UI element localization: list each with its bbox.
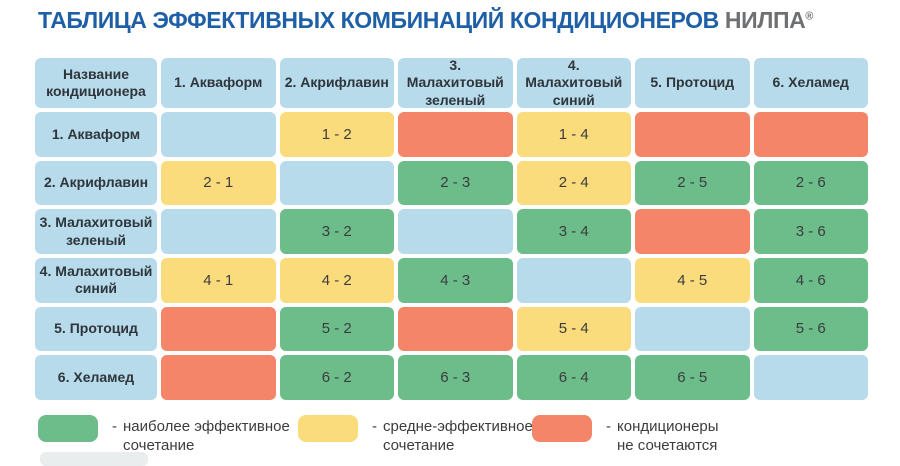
matrix-cell: 4 - 3	[398, 258, 513, 303]
legend-line: наиболее эффективное	[123, 418, 290, 435]
legend-label-medium: - средне-эффективное сочетание	[372, 417, 533, 455]
matrix-cell: 4 - 6	[753, 258, 868, 303]
matrix-cell	[279, 160, 394, 206]
legend-dash: -	[372, 418, 377, 435]
legend-item-medium: - средне-эффективное сочетание	[298, 415, 533, 455]
legend-line: кондиционеры	[617, 418, 719, 435]
matrix-cell	[161, 112, 276, 157]
legend-dash: -	[606, 418, 611, 435]
matrix-cell: 6 - 2	[279, 355, 394, 400]
corner-header: Название кондиционера	[35, 58, 157, 108]
matrix-cell	[753, 355, 868, 400]
legend-line: не сочетаются	[617, 437, 718, 454]
matrix-cell: 2 - 5	[635, 160, 750, 206]
matrix-cell	[635, 112, 750, 157]
column-header: 1. Акваформ	[161, 58, 276, 108]
matrix-cell: 4 - 1	[161, 258, 276, 303]
matrix-cell: 1 - 4	[516, 112, 631, 157]
matrix-cell	[516, 258, 631, 303]
column-header: 6. Хеламед	[753, 58, 868, 108]
legend-item-effective: - наиболее эффективное сочетание	[38, 415, 290, 455]
legend-line: средне-эффективное	[383, 418, 533, 435]
row-header: 2. Акрифлавин	[35, 160, 157, 206]
legend-label-incompatible: - кондиционеры не сочетаются	[606, 417, 719, 455]
page-title: ТАБЛИЦА ЭФФЕКТИВНЫХ КОМБИНАЦИЙ КОНДИЦИОН…	[38, 7, 813, 34]
matrix-cell: 5 - 2	[279, 306, 394, 352]
row-header: 6. Хеламед	[35, 355, 157, 400]
registered-mark: ®	[805, 10, 813, 23]
legend-lines: наиболее эффективное сочетание	[123, 417, 290, 455]
row-header: 1. Акваформ	[35, 112, 157, 157]
legend-lines: средне-эффективное сочетание	[383, 417, 533, 455]
matrix-cell: 5 - 6	[753, 306, 868, 352]
matrix-cell: 3 - 4	[516, 209, 631, 254]
column-header: 2. Акрифлавин	[279, 58, 394, 108]
legend-swatch-medium	[298, 415, 358, 442]
cutoff-legend-swatch	[40, 452, 148, 466]
matrix-cell: 6 - 5	[635, 355, 750, 400]
matrix-cell: 2 - 3	[398, 160, 513, 206]
combination-matrix: Название кондиционера 1. Акваформ 2. Акриф…	[35, 57, 868, 400]
legend-line: сочетание	[383, 437, 455, 454]
legend-item-incompatible: - кондиционеры не сочетаются	[532, 415, 719, 455]
matrix-cell	[398, 306, 513, 352]
column-header: 3. Малахитовый зеленый	[398, 57, 513, 108]
legend-label-effective: - наиболее эффективное сочетание	[112, 417, 290, 455]
matrix-cell: 2 - 4	[516, 160, 631, 206]
matrix-cell	[161, 306, 276, 352]
legend-lines: кондиционеры не сочетаются	[617, 417, 719, 455]
matrix-cell: 2 - 1	[161, 160, 276, 206]
matrix-cell: 6 - 3	[398, 355, 513, 400]
matrix-cell: 4 - 5	[635, 258, 750, 303]
matrix-cell	[161, 209, 276, 254]
row-header: 5. Протоцид	[35, 306, 157, 352]
brand-name: НИЛПА	[724, 7, 806, 33]
title-main: ТАБЛИЦА ЭФФЕКТИВНЫХ КОМБИНАЦИЙ КОНДИЦИОН…	[38, 7, 719, 33]
matrix-cell: 1 - 2	[279, 112, 394, 157]
row-header: 4. Малахитовый синий	[35, 258, 157, 303]
matrix-cell	[635, 306, 750, 352]
matrix-cell: 3 - 2	[279, 209, 394, 254]
column-header: 4. Малахитовый синий	[516, 57, 631, 108]
column-header: 5. Протоцид	[635, 58, 750, 108]
legend-dash: -	[112, 418, 117, 435]
matrix-cell	[635, 209, 750, 254]
matrix-cell: 2 - 6	[753, 160, 868, 206]
matrix-cell: 6 - 4	[516, 355, 631, 400]
matrix-cell	[753, 112, 868, 157]
matrix-cell: 4 - 2	[279, 258, 394, 303]
legend-swatch-incompatible	[532, 415, 592, 442]
matrix-cell	[161, 355, 276, 400]
matrix-cell: 5 - 4	[516, 306, 631, 352]
legend-line: сочетание	[123, 437, 195, 454]
legend-swatch-effective	[38, 415, 98, 442]
row-header: 3. Малахитовый зеленый	[35, 209, 157, 254]
matrix-cell: 3 - 6	[753, 209, 868, 254]
matrix-cell	[398, 209, 513, 254]
matrix-cell	[398, 112, 513, 157]
